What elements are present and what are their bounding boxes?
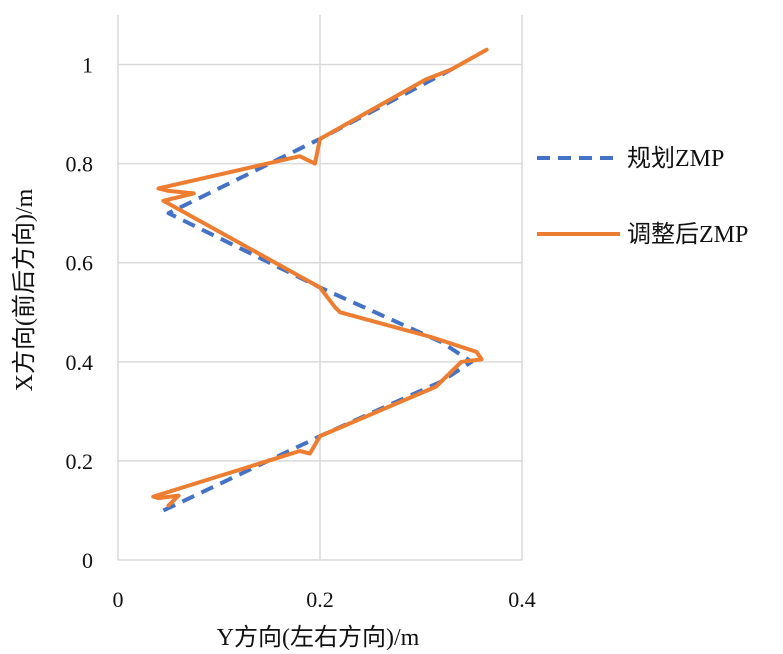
series-line-1 <box>151 47 489 508</box>
x-tick-label-0: 0 <box>113 587 124 612</box>
axes <box>117 15 522 561</box>
x-tick-label-1: 0.2 <box>306 587 334 612</box>
legend-label-0: 规划ZMP <box>627 145 724 172</box>
x-tick-label-2: 0.4 <box>508 587 536 612</box>
legend: 规划ZMP 调整后ZMP <box>537 145 748 248</box>
y-axis-title: X方向(前后方向)/m <box>11 188 38 391</box>
y-tick-label-0: 0 <box>82 548 93 573</box>
x-axis-title: Y方向(左右方向)/m <box>217 624 420 651</box>
y-tick-label-1: 0.2 <box>66 449 94 474</box>
y-tick-label-4: 0.8 <box>66 152 94 177</box>
legend-label-1: 调整后ZMP <box>627 221 748 248</box>
y-tick-label-3: 0.6 <box>66 251 94 276</box>
y-tick-label-2: 0.4 <box>66 350 94 375</box>
y-tick-label-5: 1 <box>82 53 93 78</box>
series-lines <box>151 47 489 513</box>
tick-labels: 0 0.2 0.4 0.6 0.8 1 0 0.2 0.4 <box>66 53 536 612</box>
